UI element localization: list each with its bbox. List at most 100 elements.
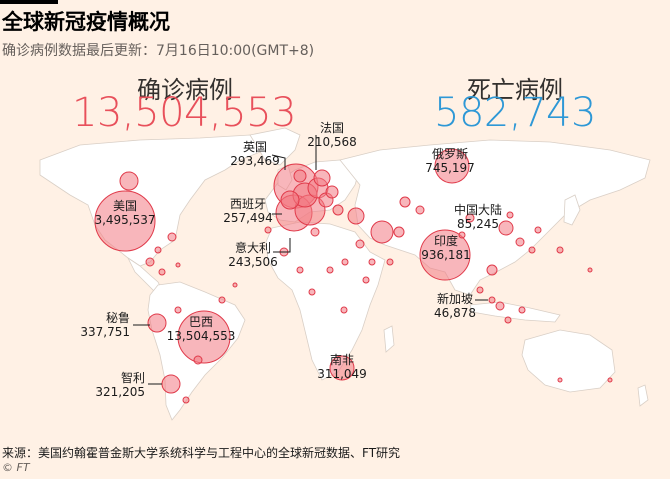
bubble-6 — [161, 374, 181, 394]
minor-bubble-43 — [587, 267, 593, 273]
minor-bubble-39 — [193, 355, 203, 365]
minor-bubble-49 — [310, 227, 320, 237]
country-value-11: 210,568 — [307, 135, 357, 149]
north-america — [39, 134, 266, 267]
minor-bubble-47 — [393, 226, 405, 238]
country-value-10: 243,506 — [228, 255, 278, 269]
minor-bubble-46 — [458, 231, 466, 239]
country-name-1: 美国 — [113, 199, 137, 213]
page-subtitle: 确诊病例数据最后更新：7月16日10:00(GMT+8) — [2, 43, 315, 59]
country-name-6: 智利 — [121, 370, 145, 385]
minor-bubble-5 — [175, 262, 181, 268]
minor-bubble-20 — [515, 237, 525, 247]
confirmed-label: 确诊病例 — [137, 76, 233, 104]
country-value-4: 745,197 — [425, 161, 475, 175]
confirmed-total: 13,504,553 — [72, 90, 297, 136]
minor-bubble-11 — [280, 190, 300, 210]
deaths-label: 死亡病例 — [467, 76, 563, 104]
minor-bubble-22 — [528, 246, 536, 254]
minor-bubble-26 — [518, 306, 526, 314]
minor-bubble-13 — [332, 204, 344, 216]
country-value-2: 13,504,553 — [167, 329, 236, 343]
bubble-13 — [488, 296, 496, 304]
leader-line-8 — [271, 154, 286, 170]
country-name-4: 俄罗斯 — [432, 147, 468, 161]
country-value-9: 257,494 — [223, 211, 273, 225]
australia — [521, 329, 616, 393]
leader-lines — [133, 135, 488, 385]
minor-bubble-3 — [154, 246, 162, 254]
leader-line-10 — [273, 238, 291, 253]
country-value-6: 321,205 — [95, 385, 145, 399]
bubble-5 — [147, 313, 167, 333]
minor-bubble-45 — [557, 377, 563, 383]
bubble-1 — [94, 190, 156, 252]
bubble-3 — [419, 229, 471, 281]
copyright: © FT — [2, 461, 30, 474]
minor-bubble-17 — [415, 205, 425, 215]
minor-bubble-44 — [607, 377, 613, 383]
country-value-7: 311,049 — [317, 367, 367, 381]
minor-bubble-28 — [355, 239, 365, 249]
country-value-5: 337,751 — [80, 325, 130, 339]
bubble-layer — [94, 148, 613, 404]
minor-bubble-23 — [486, 264, 498, 276]
greenland — [249, 127, 301, 166]
minor-bubble-27 — [504, 316, 512, 324]
minor-bubble-36 — [368, 258, 376, 266]
minor-bubble-33 — [308, 288, 316, 296]
minor-bubble-8 — [313, 169, 331, 187]
deaths-total: 582,743 — [434, 90, 596, 136]
country-name-3: 印度 — [434, 233, 458, 248]
minor-bubble-2 — [167, 232, 177, 242]
bubble-4 — [434, 148, 470, 184]
header-accent-bar — [0, 0, 58, 4]
country-name-11: 法国 — [320, 121, 344, 135]
minor-bubble-42 — [556, 246, 564, 254]
minor-bubble-6 — [158, 268, 166, 276]
country-name-2: 巴西 — [189, 315, 213, 329]
country-value-3: 936,181 — [421, 248, 471, 262]
bubble-2 — [177, 310, 231, 364]
minor-bubble-40 — [182, 396, 190, 404]
page-title: 全球新冠疫情概况 — [2, 10, 170, 34]
new-zealand — [637, 384, 649, 407]
minor-bubble-1 — [119, 171, 139, 191]
minor-bubble-18 — [465, 213, 475, 223]
country-value-8: 293,469 — [230, 154, 280, 168]
country-value-12: 85,245 — [457, 217, 499, 231]
minor-bubble-16 — [399, 196, 411, 208]
minor-bubble-4 — [145, 257, 155, 267]
minor-bubble-14 — [347, 207, 365, 225]
minor-bubble-37 — [232, 282, 238, 288]
minor-bubble-21 — [534, 226, 542, 234]
source-note: 来源：美国约翰霍普金斯大学系统科学与工程中心的全球新冠数据、FT研究 — [2, 446, 401, 460]
japan — [563, 194, 581, 226]
minor-bubble-19 — [506, 211, 514, 219]
bubble-12 — [498, 220, 514, 236]
minor-bubble-41 — [174, 306, 182, 314]
country-name-12: 中国大陆 — [454, 202, 502, 217]
minor-bubble-15 — [370, 220, 394, 244]
madagascar — [383, 325, 395, 353]
minor-bubble-10 — [325, 185, 339, 199]
minor-bubble-50 — [264, 226, 272, 234]
country-name-8: 英国 — [243, 140, 267, 154]
minor-bubble-35 — [362, 276, 370, 284]
indonesia — [469, 301, 561, 323]
minor-bubble-25 — [495, 301, 505, 311]
minor-bubble-34 — [340, 306, 348, 314]
country-name-13: 新加坡 — [437, 291, 473, 306]
country-name-5: 秘鲁 — [106, 311, 130, 325]
bubble-7 — [329, 355, 355, 381]
africa — [265, 221, 386, 381]
country-name-7: 南非 — [330, 352, 354, 367]
country-value-1: 3,495,537 — [94, 213, 155, 227]
minor-bubble-29 — [341, 258, 349, 266]
minor-bubble-31 — [296, 266, 304, 274]
country-name-9: 西班牙 — [230, 197, 266, 211]
minor-bubble-12 — [293, 169, 307, 183]
minor-bubble-24 — [476, 286, 484, 294]
